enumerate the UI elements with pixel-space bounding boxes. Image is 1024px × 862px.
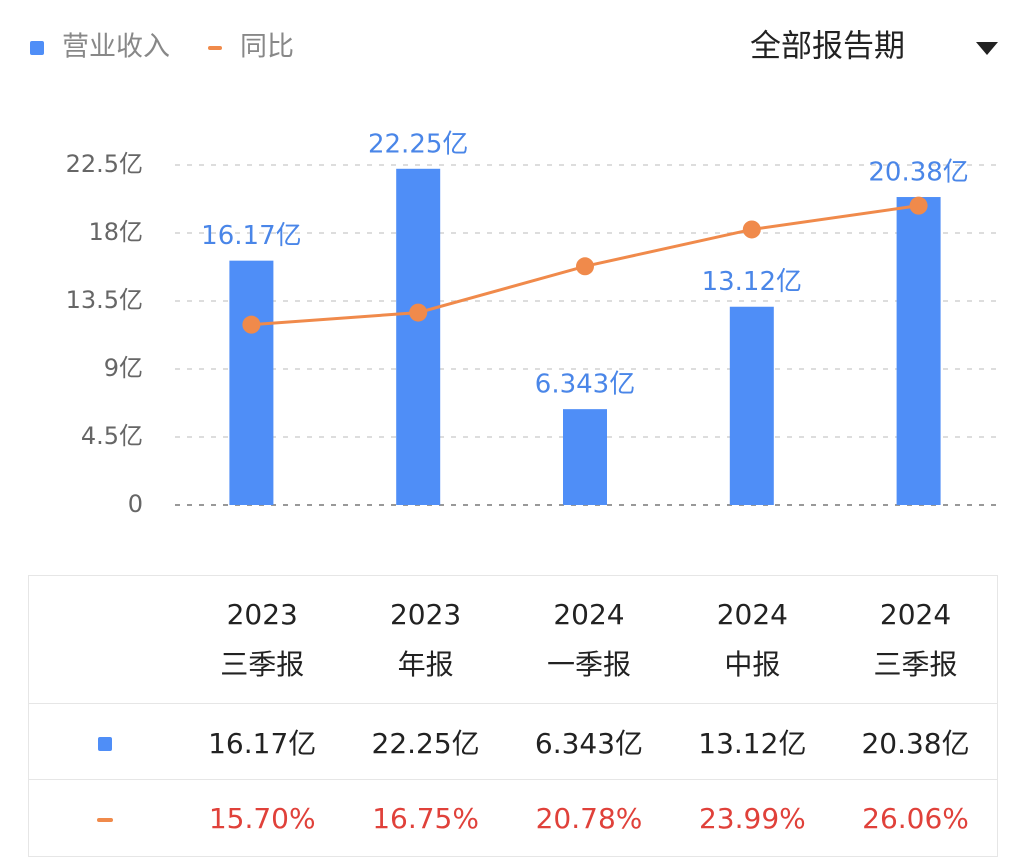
data-table: 2023 三季报 2023 年报 2024 一季报 2024 中报 2024 三季报 1…: [28, 575, 998, 857]
line-point: [409, 303, 428, 322]
line-point: [576, 257, 594, 276]
revenue-cell: 6.343亿: [507, 703, 671, 780]
yoy-cell: 26.06%: [834, 779, 998, 857]
bar: [563, 409, 607, 505]
legend-label: 同比: [240, 32, 294, 63]
category-header: 2024 一季报: [507, 575, 671, 704]
yoy-cell: 15.70%: [180, 779, 344, 857]
legend-label: 营业收入: [62, 32, 170, 63]
revenue-cell: 13.12亿: [670, 703, 835, 780]
bar: [896, 197, 941, 505]
row-marker: [28, 703, 181, 780]
legend-marker: [97, 737, 112, 751]
category-header: 2023 三季报: [180, 575, 344, 704]
legend-marker: [96, 817, 113, 822]
y-tick-label: 9亿: [104, 354, 143, 382]
revenue-cell: 22.25亿: [343, 703, 508, 780]
value-label: 13.12亿: [702, 267, 802, 297]
category-header: 2023 年报: [343, 575, 508, 704]
category-header: 2024 中报: [670, 575, 835, 704]
y-tick-label: 13.5亿: [66, 286, 143, 314]
legend-marker: [208, 46, 222, 50]
value-label: 20.38亿: [868, 158, 968, 188]
bar: [729, 306, 774, 505]
y-tick-label: 18亿: [88, 218, 143, 246]
value-label: 16.17亿: [201, 221, 301, 251]
period-selector[interactable]: 全部报告期: [750, 29, 905, 65]
line-point: [742, 220, 761, 239]
y-tick-label: 4.5亿: [81, 422, 143, 450]
row-marker: [28, 779, 181, 857]
line-point: [242, 315, 261, 334]
bar: [229, 260, 274, 505]
revenue-cell: 16.17亿: [180, 703, 344, 780]
value-label: 22.25亿: [368, 129, 468, 159]
revenue-cell: 20.38亿: [834, 703, 998, 780]
yoy-cell: 23.99%: [670, 779, 835, 857]
line-point: [909, 196, 928, 215]
y-tick-label: 0: [128, 490, 143, 518]
chart: 全部报告期 0 4.5亿 9亿 13.5亿 18亿 22.5亿 营业收入 同比 16.17亿 22…: [30, 29, 1000, 518]
y-tick-label: 22.5亿: [66, 150, 143, 178]
bar: [396, 168, 441, 505]
corner-cell: [28, 575, 181, 704]
category-header: 2024 三季报: [834, 575, 998, 704]
dropdown-arrow[interactable]: [976, 42, 998, 55]
legend-marker: [30, 41, 44, 55]
yoy-cell: 20.78%: [507, 779, 671, 857]
yoy-cell: 16.75%: [343, 779, 508, 857]
value-label: 6.343亿: [535, 370, 635, 400]
